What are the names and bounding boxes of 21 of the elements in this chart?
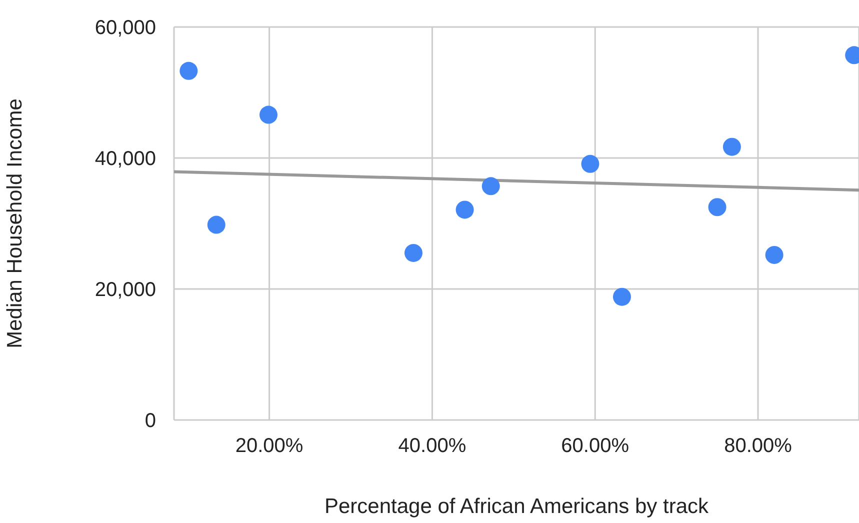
point — [708, 198, 726, 216]
x-tick-label: 80.00% — [724, 435, 792, 458]
y-tick-label: 60,000 — [94, 17, 156, 40]
point — [404, 244, 422, 262]
y-tick-label: 20,000 — [94, 279, 156, 302]
point — [456, 200, 474, 219]
point — [765, 246, 784, 264]
x-tick-label: 20.00% — [235, 435, 304, 458]
x-axis-title: Percentage of African Americans by track — [324, 495, 710, 518]
point — [581, 154, 600, 173]
y-axis-title: Median Household Income — [3, 98, 26, 348]
x-tick-label: 60.00% — [561, 435, 630, 458]
point — [180, 62, 198, 80]
point — [612, 288, 631, 306]
point — [722, 138, 741, 156]
x-tick-label: 40.00% — [398, 435, 466, 458]
point — [482, 177, 500, 196]
point — [207, 216, 226, 234]
point — [259, 106, 278, 124]
y-tick-label: 40,000 — [94, 148, 156, 170]
y-tick-label: 0 — [144, 410, 156, 432]
